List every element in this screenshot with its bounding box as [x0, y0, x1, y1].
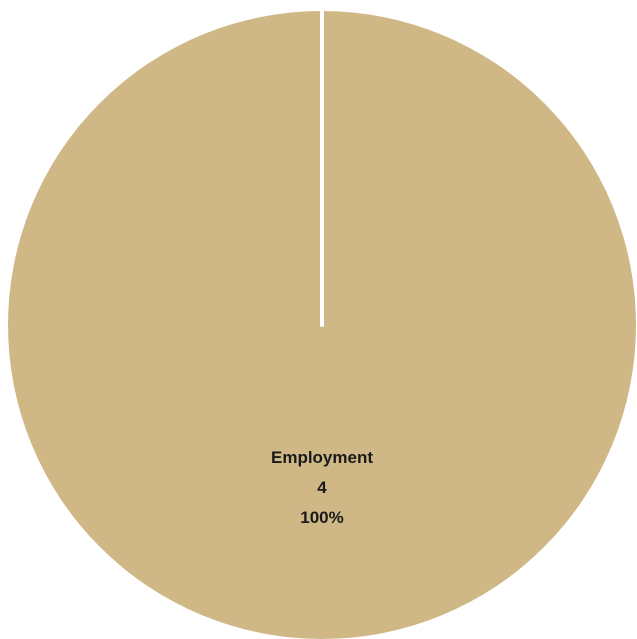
slice-label-value: 4	[317, 478, 327, 497]
pie-slices	[8, 7, 636, 639]
slice-label-name: Employment	[271, 448, 373, 467]
pie-labels: Employment 4 100%	[271, 448, 373, 527]
slice-label-percent: 100%	[300, 508, 343, 527]
